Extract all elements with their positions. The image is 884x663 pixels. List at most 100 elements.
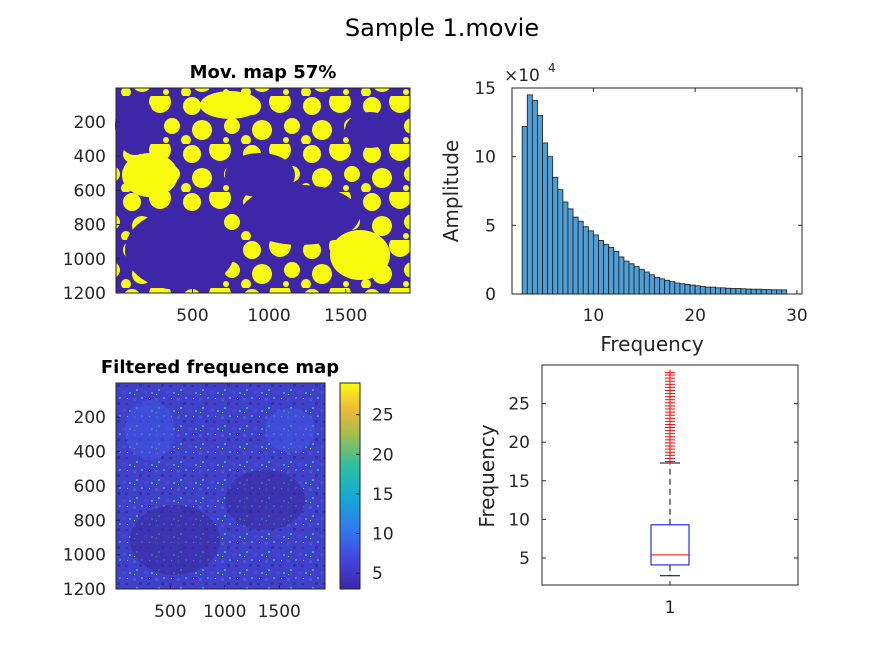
histogram-y-exponent: ×10	[504, 66, 540, 86]
histogram-bar	[638, 268, 645, 295]
mov-map-regions	[115, 91, 395, 290]
histogram-bar	[623, 260, 630, 295]
figure-suptitle: Sample 1.movie	[345, 14, 539, 42]
histogram-bar	[715, 287, 721, 295]
histogram-bar	[781, 289, 788, 295]
histogram-bar	[598, 240, 604, 295]
histogram-panel: 10 20 30 0 5 10 15 ×10 4 Frequency Amplitude	[439, 61, 808, 356]
y-tick-label: 15	[474, 79, 496, 99]
histogram-y-exponent-power: 4	[548, 61, 556, 75]
histogram-bar	[562, 201, 569, 295]
histogram-bar	[613, 251, 620, 295]
histogram-bar	[521, 126, 528, 295]
histogram-bar	[593, 234, 599, 295]
histogram-bar	[552, 176, 559, 295]
x-tick-label: 20	[684, 306, 706, 326]
histogram-bar	[577, 220, 584, 295]
histogram-bar	[618, 256, 625, 295]
histogram-bar	[755, 288, 762, 295]
histogram-bar	[582, 226, 589, 295]
histogram-bar	[740, 288, 747, 295]
y-tick-label: 0	[485, 285, 496, 305]
histogram-bar	[643, 271, 650, 295]
histogram-bar	[633, 266, 640, 295]
y-tick-label: 15	[508, 472, 530, 492]
histogram-bar	[771, 289, 777, 295]
histogram-bar	[720, 287, 727, 295]
histogram-bar	[694, 285, 701, 295]
colorbar: 5 10 15 20 25	[339, 382, 394, 590]
colorbar-tick-label: 10	[372, 525, 394, 545]
y-tick-label: 1000	[63, 250, 106, 270]
histogram-bar	[674, 282, 681, 295]
histogram-bar	[628, 263, 635, 295]
y-tick-label: 1200	[63, 580, 106, 600]
histogram-bar	[603, 244, 610, 295]
y-tick-label: 400	[74, 443, 106, 463]
histogram-bar	[531, 99, 538, 295]
x-tick-label: 1000	[203, 602, 246, 622]
y-tick-label: 5	[485, 216, 496, 236]
y-tick-label: 10	[474, 148, 496, 168]
histogram-bar	[765, 289, 772, 295]
colorbar-tick-label: 5	[372, 564, 383, 584]
filtered-map-regions	[125, 400, 315, 575]
histogram-bar	[760, 289, 767, 295]
x-tick-label: 10	[583, 306, 605, 326]
y-tick-label: 5	[519, 549, 530, 569]
y-tick-label: 200	[74, 408, 106, 428]
mov-map-title: Mov. map 57%	[190, 62, 337, 83]
filtered-map-panel: Filtered frequence map 500 1000 1500 200 40…	[63, 357, 394, 622]
histogram-bar	[745, 288, 752, 295]
y-tick-label: 400	[74, 147, 106, 167]
x-tick-label: 1500	[258, 602, 301, 622]
y-tick-label: 600	[74, 477, 106, 497]
y-tick-label: 10	[508, 510, 530, 530]
x-tick-label: 500	[176, 306, 208, 326]
histogram-bar	[537, 115, 543, 295]
y-tick-label: 200	[74, 113, 106, 133]
mov-map-panel: Mov. map 57% 500 1000 1500 200 400 600 800 100…	[63, 62, 411, 326]
histogram-bar	[679, 283, 686, 295]
histogram-x-label: Frequency	[600, 332, 703, 356]
colorbar-gradient	[339, 382, 361, 590]
histogram-bar	[730, 288, 737, 295]
x-tick-label: 1500	[324, 306, 367, 326]
x-tick-label: 1	[665, 598, 676, 618]
histogram-bar	[735, 288, 742, 295]
y-tick-label: 20	[508, 433, 530, 453]
x-tick-label: 1000	[247, 306, 290, 326]
y-tick-label: 800	[74, 511, 106, 531]
x-tick-label: 500	[154, 602, 186, 622]
histogram-bar	[725, 287, 732, 295]
histogram-bar	[608, 246, 615, 295]
histogram-bar	[710, 286, 716, 295]
y-tick-label: 1200	[63, 284, 106, 304]
histogram-bar	[542, 142, 549, 295]
histogram-bar	[654, 277, 660, 295]
histogram-bar	[664, 279, 671, 295]
histogram-bar	[557, 189, 564, 295]
histogram-bar	[669, 281, 676, 295]
histogram-bar	[689, 284, 696, 295]
box-iqr	[650, 524, 690, 566]
histogram-bar	[648, 274, 655, 295]
histogram-bar	[526, 94, 533, 295]
histogram-bar	[572, 216, 579, 295]
boxplot-y-label: Frequency	[475, 424, 499, 527]
y-tick-label: 800	[74, 216, 106, 236]
colorbar-tick-label: 25	[372, 406, 394, 426]
colorbar-tick-label: 15	[372, 485, 394, 505]
y-tick-label: 1000	[63, 546, 106, 566]
histogram-bar	[567, 208, 574, 295]
histogram-y-label: Amplitude	[439, 140, 463, 243]
histogram-bar	[587, 230, 594, 295]
histogram-bar	[750, 288, 757, 295]
histogram-bar	[699, 286, 706, 295]
x-tick-label: 30	[786, 306, 808, 326]
colorbar-tick-label: 20	[372, 445, 394, 465]
filtered-map-title: Filtered frequence map	[101, 357, 339, 378]
histogram-bar	[659, 278, 666, 295]
y-tick-label: 600	[74, 181, 106, 201]
